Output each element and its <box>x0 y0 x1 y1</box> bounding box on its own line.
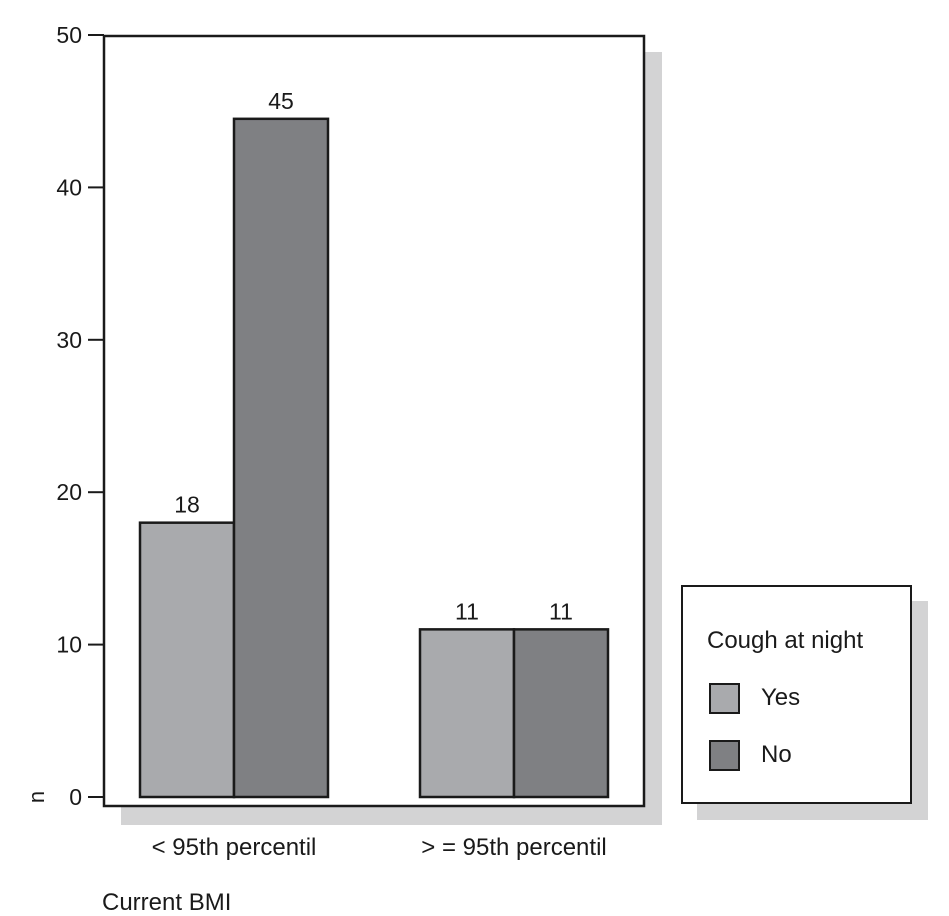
y-axis-label: n <box>24 791 49 803</box>
x-axis-label: Current BMI <box>102 889 231 916</box>
legend-label-yes: Yes <box>761 684 801 711</box>
legend-swatch-no <box>709 740 740 771</box>
bar-yes-1 <box>418 628 516 799</box>
y-tick-label-40: 40 <box>56 174 82 200</box>
y-tick-label-20: 20 <box>56 479 82 505</box>
bar-label-no-0: 45 <box>268 88 294 114</box>
y-tick-label-0: 0 <box>69 784 82 810</box>
legend-swatch-yes <box>709 683 740 714</box>
bar-no-1 <box>512 628 610 799</box>
y-axis: 0 10 20 30 40 50 <box>56 22 104 810</box>
bar-label-yes-0: 18 <box>174 492 200 518</box>
bar-yes-0 <box>138 521 236 799</box>
y-tick-label-50: 50 <box>56 22 82 48</box>
x-category-label-0: < 95th percentil <box>152 834 317 861</box>
bars <box>138 117 610 799</box>
x-axis-categories: < 95th percentil > = 95th percentil <box>152 834 607 861</box>
y-tick-label-30: 30 <box>56 327 82 353</box>
legend-title: Cough at night <box>707 627 864 654</box>
bar-label-no-1: 11 <box>549 598 573 624</box>
y-tick-label-10: 10 <box>56 632 82 658</box>
bar-no-0 <box>232 117 330 799</box>
bar-label-yes-1: 11 <box>455 598 479 624</box>
legend: Cough at night Yes No <box>681 585 912 804</box>
bar-value-labels: 18 45 11 11 <box>174 88 573 625</box>
legend-label-no: No <box>761 741 792 768</box>
x-category-label-1: > = 95th percentil <box>421 834 606 861</box>
